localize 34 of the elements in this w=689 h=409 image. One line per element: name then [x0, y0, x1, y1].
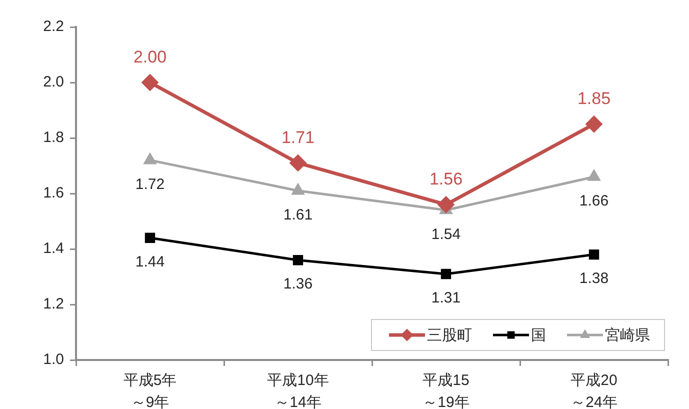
legend-label: 国: [531, 327, 546, 344]
y-tick-label: 1.6: [43, 184, 64, 202]
x-tick-label: 平成20～24年: [570, 372, 618, 409]
legend-label: 宮崎県: [605, 327, 650, 344]
point: [588, 249, 600, 260]
point: [142, 74, 158, 91]
x-tick-label: 平成10年～14年: [267, 372, 329, 409]
data-label: 1.44: [135, 254, 165, 271]
data-label: 1.85: [577, 89, 611, 108]
data-label: 1.61: [283, 206, 313, 224]
y-tick-label: 1.8: [43, 129, 64, 146]
y-tick-label: 2.0: [43, 74, 64, 91]
y-tick-label: 1.0: [43, 351, 64, 368]
data-label: 1.72: [135, 176, 165, 193]
data-label: 1.54: [431, 226, 461, 243]
point: [290, 154, 306, 172]
point: [440, 268, 452, 280]
point: [438, 196, 454, 214]
data-label: 1.56: [429, 170, 463, 189]
y-tick-label: 1.4: [43, 240, 64, 258]
legend-label: 三股町: [427, 327, 472, 344]
data-label: 1.38: [579, 270, 609, 288]
data-label: 1.71: [281, 128, 315, 147]
y-tick-label: 1.2: [43, 296, 64, 313]
point: [292, 255, 304, 266]
y-tick-label: 2.2: [43, 18, 64, 36]
data-label: 1.31: [431, 290, 461, 307]
point: [144, 232, 156, 243]
x-tick-label: 平成5年～9年: [123, 372, 177, 409]
data-label: 2.00: [133, 48, 167, 66]
point: [586, 116, 602, 133]
data-label: 1.36: [283, 276, 313, 293]
x-tick-label: 平成15～19年: [422, 372, 470, 409]
data-label: 1.66: [579, 192, 609, 210]
